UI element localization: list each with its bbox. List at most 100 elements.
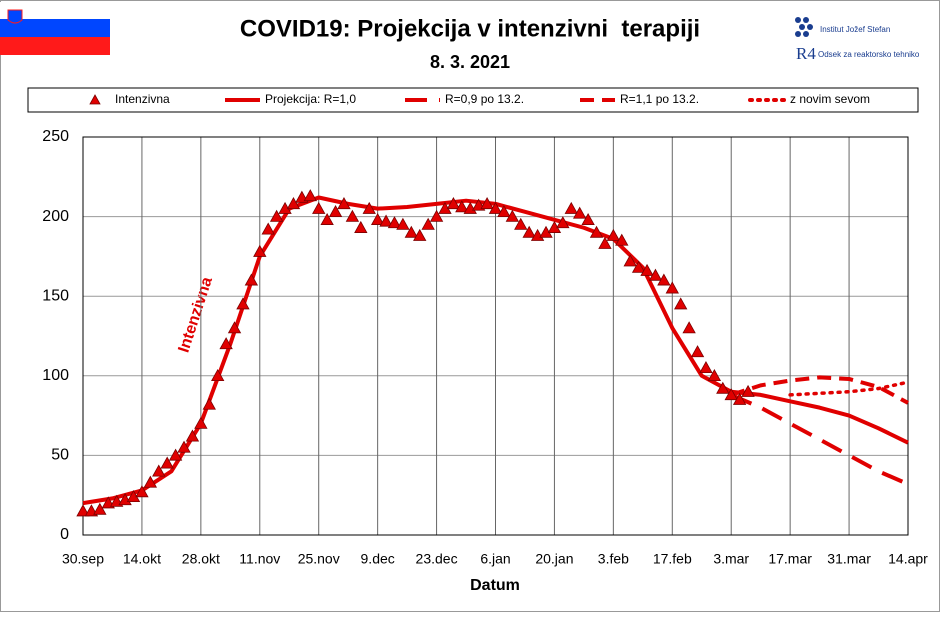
point (480, 197, 494, 210)
point (261, 222, 275, 235)
point (269, 209, 284, 222)
point (522, 225, 536, 238)
legend-label: Projekcija: R=1,0 (265, 92, 356, 106)
point (160, 456, 174, 469)
x-tick-label: 14.apr (888, 551, 928, 567)
point (320, 212, 334, 225)
point (623, 254, 637, 267)
x-tick-label: 25.nov (298, 551, 340, 567)
point (573, 206, 587, 219)
y-tick-label: 150 (42, 287, 69, 304)
point (732, 392, 747, 405)
point (286, 197, 301, 210)
plot-area (82, 136, 909, 536)
chart-subtitle: 8. 3. 2021 (430, 52, 510, 72)
y-tick-label: 100 (42, 367, 69, 384)
point (219, 337, 233, 350)
x-tick-label: 3.feb (598, 551, 629, 567)
legend-label: Intenzivna (115, 92, 170, 106)
point (606, 228, 621, 241)
point (598, 236, 612, 249)
point (413, 228, 427, 241)
point (337, 197, 351, 210)
x-tick-label: 11.nov (239, 551, 280, 567)
point (354, 220, 368, 233)
series-line (788, 380, 910, 397)
point (236, 297, 250, 310)
logo-text: Odsek za reaktorsko tehniko (818, 50, 920, 59)
point (615, 233, 629, 246)
x-tick-label: 31.mar (827, 551, 871, 567)
point (488, 201, 503, 214)
chart-title: COVID19: Projekcija v intenzivni terapij… (240, 15, 700, 42)
point (505, 209, 520, 222)
point (362, 201, 376, 214)
x-tick-label: 17.feb (653, 551, 692, 567)
point (556, 216, 570, 229)
point (143, 475, 158, 488)
x-tick-label: 14.okt (123, 551, 161, 567)
legend-label: z novim sevom (790, 92, 870, 106)
y-tick-label: 50 (51, 447, 69, 464)
point (404, 225, 418, 238)
legend-marker (89, 94, 101, 105)
series-line (730, 375, 909, 405)
point (716, 381, 730, 394)
point (707, 368, 722, 381)
point (177, 440, 191, 453)
x-tick-label: 23.dec (416, 551, 458, 567)
point (581, 212, 595, 225)
point (530, 228, 545, 241)
logo-ijs (795, 17, 813, 37)
point (76, 504, 90, 517)
point (514, 217, 528, 230)
point (682, 321, 696, 334)
y-tick-label: 200 (42, 208, 69, 225)
point (657, 273, 671, 286)
point (674, 297, 688, 310)
legend-label: R=0,9 po 13.2. (445, 92, 524, 106)
flag (0, 2, 110, 55)
point (312, 201, 326, 214)
x-axis-label: Datum (470, 577, 520, 594)
point (93, 502, 107, 515)
y-tick-label: 0 (60, 526, 69, 543)
point (303, 189, 317, 202)
x-tick-label: 20.jan (535, 551, 573, 567)
point (690, 345, 705, 358)
legend-label: R=1,1 po 13.2. (620, 92, 699, 106)
x-tick-label: 9.dec (361, 551, 395, 567)
point (741, 384, 755, 397)
point (421, 217, 435, 230)
point (387, 216, 402, 229)
point (665, 281, 679, 294)
logo-text: Institut Jožef Stefan (820, 25, 890, 34)
point (185, 429, 200, 442)
point (446, 197, 461, 210)
point (631, 260, 646, 273)
x-tick-label: 30.sep (62, 551, 104, 567)
point (211, 368, 225, 381)
x-tick-label: 6.jan (480, 551, 510, 567)
point (429, 209, 444, 222)
point (455, 200, 469, 213)
point (227, 321, 242, 334)
point (640, 263, 654, 276)
point (244, 273, 259, 286)
x-tick-label: 28.okt (182, 551, 220, 567)
point (699, 361, 713, 374)
point (194, 416, 208, 429)
point (724, 388, 738, 401)
point (345, 209, 360, 222)
point (648, 268, 663, 281)
point (152, 464, 166, 477)
point (202, 397, 216, 410)
y-tick-label: 250 (42, 128, 69, 145)
point (564, 201, 578, 214)
point (463, 201, 477, 214)
point (118, 493, 132, 506)
point (589, 225, 604, 238)
point (253, 244, 267, 257)
point (168, 448, 183, 461)
